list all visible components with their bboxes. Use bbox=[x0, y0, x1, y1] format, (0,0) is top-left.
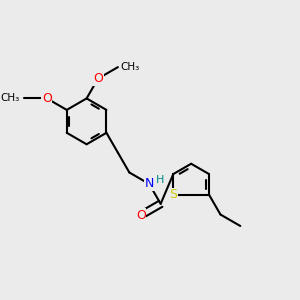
Text: N: N bbox=[145, 178, 154, 190]
Text: CH₃: CH₃ bbox=[121, 62, 140, 72]
Text: S: S bbox=[169, 188, 177, 201]
Text: CH₃: CH₃ bbox=[0, 93, 20, 103]
Text: O: O bbox=[93, 72, 103, 85]
Text: O: O bbox=[136, 209, 146, 222]
Text: O: O bbox=[42, 92, 52, 105]
Text: H: H bbox=[156, 175, 165, 185]
